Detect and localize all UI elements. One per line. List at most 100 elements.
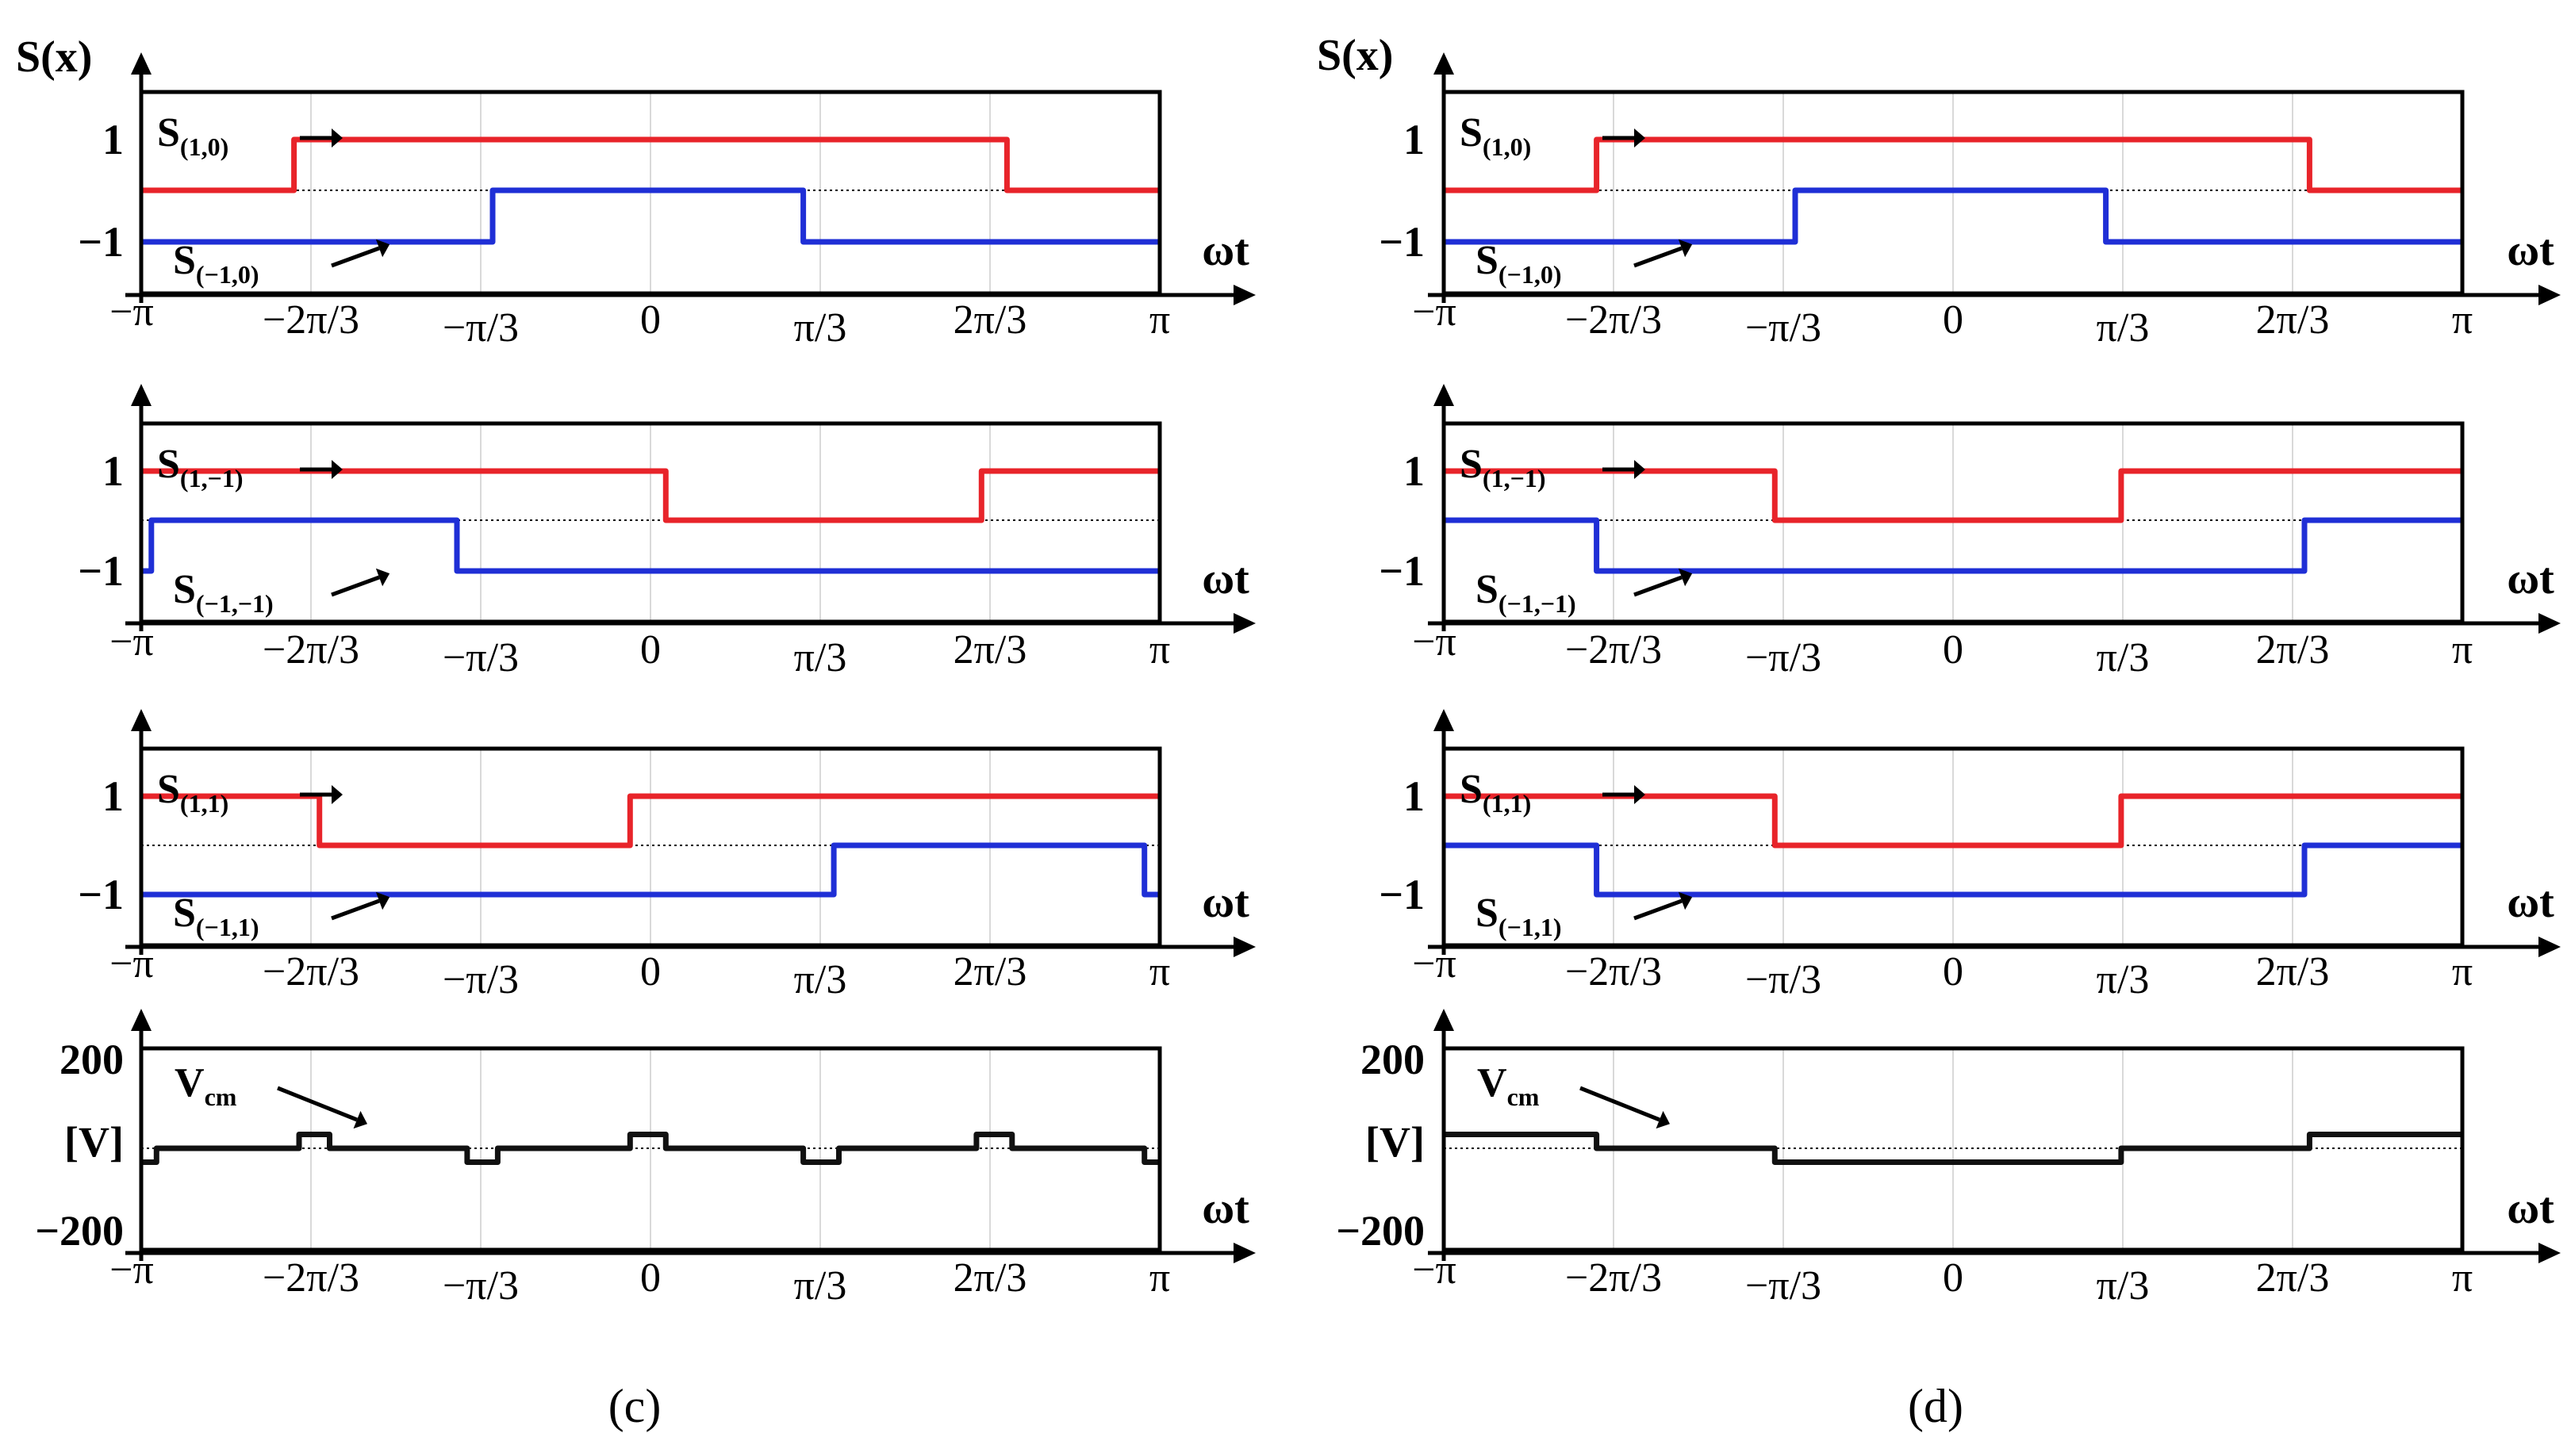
- d-row3-xlabel: ωt: [2507, 878, 2554, 927]
- d-row3-xtick-3: −π/3: [1745, 957, 1821, 1002]
- d-row2-xtick-1: −π: [1412, 619, 1456, 665]
- c-row3-label-arrowhead-1: [332, 785, 343, 804]
- c-row2-series-label-2: S(−1,−1): [173, 567, 274, 618]
- c-row2-series-1: [141, 468, 1160, 523]
- c-row2-series-2: [141, 517, 1160, 574]
- c-row3-ytick-2: −1: [78, 871, 124, 918]
- c-row3-xlabel: ωt: [1202, 878, 1249, 927]
- c-row3-x-axis-arrow: [1234, 937, 1256, 957]
- c-row2-series-label-1: S(1,−1): [157, 442, 243, 492]
- c-row4-label-arrowhead-1: [353, 1110, 367, 1129]
- ylabel-c: S(x): [16, 33, 92, 82]
- d-row1-xtick-2: −2π/3: [1565, 297, 1662, 343]
- c-row2-xtick-6: 2π/3: [954, 627, 1027, 672]
- d-row3-series-label-1: S(1,1): [1460, 767, 1531, 818]
- d-row4-xtick-6: 2π/3: [2256, 1255, 2330, 1301]
- c-row1-ytick-2: −1: [78, 218, 124, 266]
- d-row3-xtick-4: 0: [1943, 949, 1963, 994]
- d-row1-label-arrowhead-2: [1678, 239, 1693, 258]
- d-row3-series-label-2: S(−1,1): [1475, 891, 1561, 941]
- c-row2-x-axis-arrow: [1234, 613, 1256, 634]
- c-row1-series-label-2: S(−1,0): [173, 238, 259, 289]
- d-row2-series-label-2: S(−1,−1): [1475, 567, 1576, 618]
- c-row1-series-label-1: S(1,0): [157, 110, 228, 161]
- c-row4-xtick-5: π/3: [794, 1263, 847, 1308]
- c-row2-xtick-3: −π/3: [443, 635, 519, 680]
- c-row3-y-axis-arrow: [131, 709, 152, 731]
- c-row3-xtick-6: 2π/3: [954, 949, 1027, 994]
- c-row4-xtick-2: −2π/3: [263, 1255, 359, 1301]
- c-row1-xtick-5: π/3: [794, 305, 847, 351]
- d-row1-xtick-6: 2π/3: [2256, 297, 2330, 343]
- c-row2-xtick-1: −π: [109, 619, 154, 665]
- d-row3-xtick-6: 2π/3: [2256, 949, 2330, 994]
- c-row1-xtick-7: π: [1149, 297, 1170, 343]
- d-row2-xtick-6: 2π/3: [2256, 627, 2330, 672]
- d-row4-xtick-1: −π: [1412, 1247, 1456, 1293]
- d-row4-y-axis-arrow: [1433, 1009, 1454, 1031]
- d-row1-xtick-1: −π: [1412, 289, 1456, 335]
- d-row1-series-1: [1444, 136, 2462, 193]
- c-row3-label-arrow-2: [331, 899, 380, 921]
- d-row3-ytick-2: −1: [1379, 871, 1425, 918]
- c-row4-xtick-3: −π/3: [443, 1263, 519, 1308]
- c-row2-label-arrowhead-2: [375, 568, 390, 587]
- d-row1-series-2: [1444, 187, 2462, 245]
- d-row2-label-arrowhead-2: [1678, 568, 1693, 587]
- d-row3-xtick-7: π: [2452, 949, 2473, 994]
- d-row2-xtick-3: −π/3: [1745, 635, 1821, 680]
- c-row4-xtick-6: 2π/3: [954, 1255, 1027, 1301]
- d-row1-xtick-7: π: [2452, 297, 2473, 343]
- c-row4-ytick-2: [V]: [64, 1118, 124, 1166]
- caption-d: (d): [1908, 1380, 1963, 1432]
- c-row3-label-arrowhead-2: [375, 891, 390, 910]
- c-row1-label-arrowhead-2: [375, 239, 390, 258]
- d-row3-xtick-2: −2π/3: [1565, 949, 1662, 994]
- c-row3-xtick-2: −2π/3: [263, 949, 359, 994]
- d-row3-ytick-1: 1: [1403, 772, 1425, 820]
- c-row4-y-axis-arrow: [131, 1009, 152, 1031]
- c-row2-xtick-5: π/3: [794, 635, 847, 680]
- caption-c: (c): [608, 1380, 662, 1432]
- d-row2-series-2: [1444, 517, 2462, 574]
- d-row4-xtick-4: 0: [1943, 1255, 1963, 1301]
- d-row1-ytick-1: 1: [1403, 116, 1425, 163]
- c-row2-ytick-2: −1: [78, 547, 124, 595]
- c-row4-series-label-1: Vcm: [175, 1060, 237, 1111]
- d-row4-series-label-1: Vcm: [1477, 1060, 1540, 1111]
- d-row3-xtick-1: −π: [1412, 941, 1456, 987]
- d-row1-series-label-2: S(−1,0): [1475, 238, 1561, 289]
- c-row3-xtick-5: π/3: [794, 957, 847, 1002]
- c-row2-ytick-1: 1: [102, 447, 124, 495]
- c-row1-y-axis-arrow: [131, 52, 152, 75]
- d-row4-ytick-3: −200: [1336, 1207, 1425, 1255]
- d-row4-ytick-1: 200: [1360, 1036, 1425, 1083]
- d-row2-label-arrow-2: [1633, 575, 1683, 597]
- c-row3-series-label-2: S(−1,1): [173, 891, 259, 941]
- d-row3-series-2: [1444, 842, 2462, 898]
- d-row2-y-axis-arrow: [1433, 384, 1454, 406]
- c-row2-xtick-4: 0: [640, 627, 661, 672]
- d-row2-x-axis-arrow: [2538, 613, 2561, 634]
- d-row1-xlabel: ωt: [2507, 226, 2554, 275]
- c-row1-xtick-6: 2π/3: [954, 297, 1027, 343]
- ylabel-d: S(x): [1317, 31, 1393, 80]
- c-row2-xlabel: ωt: [1202, 554, 1249, 603]
- c-row4-ytick-3: −200: [35, 1207, 124, 1255]
- d-row4-xtick-2: −2π/3: [1565, 1255, 1662, 1301]
- c-row1-xtick-1: −π: [109, 289, 154, 335]
- c-row1-x-axis-arrow: [1234, 285, 1256, 305]
- d-row2-xtick-2: −2π/3: [1565, 627, 1662, 672]
- c-row2-label-arrowhead-1: [332, 460, 343, 479]
- c-row4-xlabel: ωt: [1202, 1184, 1249, 1233]
- c-row1-xtick-3: −π/3: [443, 305, 519, 351]
- c-row3-series-1: [141, 793, 1160, 849]
- c-row1-xtick-4: 0: [640, 297, 661, 343]
- d-row1-label-arrowhead-1: [1634, 128, 1645, 148]
- c-row1-label-arrowhead-1: [332, 128, 343, 148]
- d-row1-xtick-3: −π/3: [1745, 305, 1821, 351]
- c-row3-xtick-1: −π: [109, 941, 154, 987]
- d-row2-label-arrowhead-1: [1634, 460, 1645, 479]
